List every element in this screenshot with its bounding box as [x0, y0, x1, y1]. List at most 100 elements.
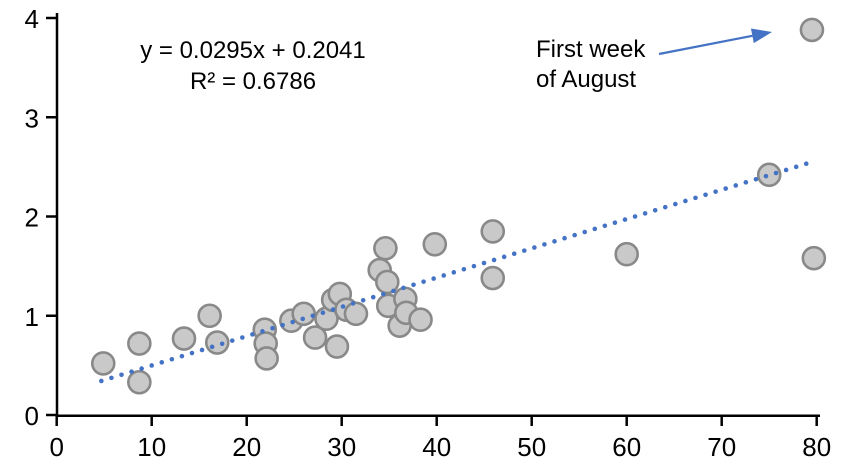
trendline-dot [662, 204, 668, 210]
trendline-dot [310, 313, 316, 319]
trendline-dot [521, 248, 527, 253]
trendline-dot [421, 279, 426, 284]
data-point [302, 325, 328, 350]
trendline-dot [219, 341, 225, 347]
trendline-dot [179, 353, 185, 359]
x-tick-label: 70 [707, 432, 736, 462]
trendline-dot [491, 257, 497, 263]
trendline-dot [582, 229, 588, 235]
trendline-dot [119, 372, 124, 378]
data-point [614, 241, 640, 267]
y-tick-label: 1 [25, 302, 39, 332]
trendline-dot [431, 276, 436, 281]
trendline-dot [461, 266, 467, 272]
x-tick-label: 80 [802, 432, 831, 462]
trendline-equation: y = 0.0295x + 0.2041 [140, 37, 366, 64]
x-tick-label: 20 [232, 432, 261, 462]
data-point [422, 231, 448, 257]
trendline-dot [693, 195, 698, 201]
trendline-dot [129, 369, 134, 374]
trendline-dot [209, 344, 215, 350]
trendline-dot [240, 335, 245, 340]
trendline-dot [270, 325, 275, 331]
data-point-first-week-of-august [799, 17, 825, 43]
trendline-dot [572, 232, 577, 238]
trendline-dot [229, 338, 235, 343]
data-point [373, 235, 398, 261]
data-point [324, 334, 350, 359]
data-point [343, 301, 369, 327]
trendline-dot [451, 270, 457, 275]
trendline-dot [642, 211, 648, 216]
trendline-dot [723, 186, 728, 191]
trendline-dot [683, 198, 688, 204]
data-point [480, 219, 506, 244]
annotation-line-2: of August [536, 66, 637, 93]
trendline-dot [562, 235, 567, 241]
trendline-dot [652, 207, 658, 213]
trendline-dot [501, 254, 507, 260]
trendline-dot [381, 291, 386, 297]
trendline-dot [793, 164, 799, 170]
trendline-dot [673, 201, 678, 207]
trendline-dot [250, 332, 255, 337]
trendline-dot [350, 301, 356, 306]
trendline-dot [260, 329, 265, 334]
x-tick-label: 60 [612, 432, 641, 462]
data-point [408, 307, 433, 333]
trendline-dot [612, 220, 618, 226]
x-tick-label: 30 [327, 432, 356, 462]
trendline-dot [340, 304, 346, 309]
r-squared-value: R² = 0.6786 [189, 68, 317, 95]
trendline-dot [139, 366, 144, 371]
data-point [171, 326, 197, 351]
trendline-dot [109, 375, 114, 381]
trendline-dot [743, 180, 749, 185]
trendline-dot [159, 360, 165, 365]
trendline-dot [592, 226, 598, 232]
trendline-dot [149, 363, 154, 368]
trendline-dot [542, 242, 547, 247]
trendline-dot [632, 214, 638, 219]
annotation-arrow-line [658, 34, 753, 56]
data-point [291, 301, 317, 327]
trendline-dot [300, 316, 306, 322]
y-tick-label: 2 [25, 203, 39, 233]
data-point [204, 330, 230, 355]
trendline-dot [803, 161, 809, 167]
trendline-dot [602, 223, 608, 229]
trendline-dot [360, 297, 366, 303]
trendline-dot [370, 294, 376, 300]
trendline-dot [99, 378, 104, 384]
annotation-line-1: First week [536, 36, 646, 63]
data-point [480, 265, 506, 291]
y-tick-label: 0 [25, 401, 39, 431]
x-tick-label: 40 [422, 432, 451, 462]
trendline-dot [773, 170, 779, 176]
x-tick-label: 10 [137, 432, 166, 462]
data-point [254, 346, 279, 371]
data-point [374, 269, 400, 295]
trendline-dot [290, 319, 295, 325]
trendline-dot [481, 260, 487, 266]
trendline-dot [552, 239, 557, 244]
annotation-first-week-of-august: First week of August [536, 35, 645, 95]
data-point [90, 351, 116, 376]
trendline-dot [763, 173, 769, 179]
trendline-dot [330, 307, 336, 312]
x-tick-label: 50 [517, 432, 546, 462]
trendline-dot [753, 176, 759, 182]
trendline-dot [713, 189, 718, 194]
data-point [127, 331, 152, 356]
trendline-dot [441, 273, 447, 278]
trendline-dot [169, 356, 175, 362]
trendline-dot [280, 322, 285, 328]
trendline-dot [320, 310, 326, 316]
annotation-arrow-head [750, 28, 772, 44]
trendline-dot [733, 183, 739, 188]
trendline-dot [391, 288, 396, 294]
trendline-dot [411, 282, 416, 288]
trendline-dot [622, 217, 628, 222]
trendline-dot [401, 285, 406, 291]
